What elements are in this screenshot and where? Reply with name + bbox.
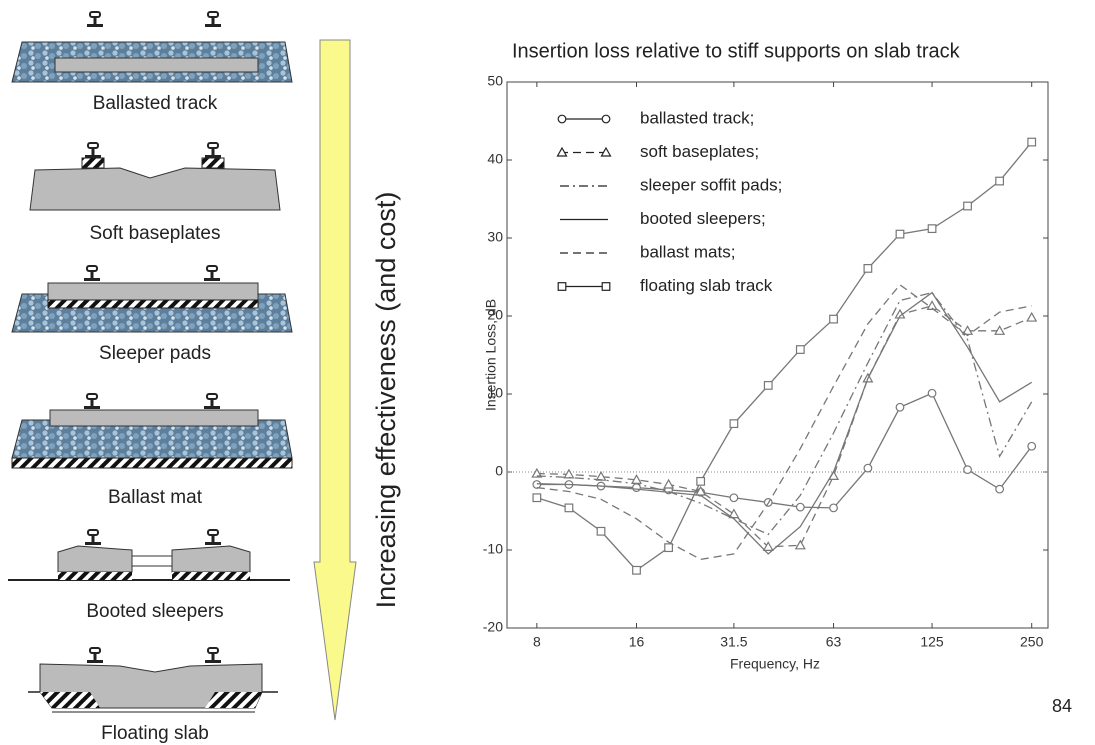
marker <box>697 478 705 486</box>
marker <box>964 466 972 474</box>
marker <box>864 265 872 273</box>
effectiveness-arrow <box>314 40 356 720</box>
legend-label: ballasted track; <box>640 108 754 127</box>
ballasted-track-figure <box>12 12 292 82</box>
track-label: Floating slab <box>101 723 209 744</box>
legend-label: floating slab track <box>640 276 773 295</box>
page: {"track_types": ["Ballasted track", "Sof… <box>0 0 1095 745</box>
track-label: Booted sleepers <box>86 601 223 622</box>
booted-sleepers-figure <box>8 530 290 580</box>
x-tick-label: 8 <box>533 634 541 650</box>
marker <box>565 504 573 512</box>
marker <box>996 485 1004 493</box>
marker <box>533 494 541 502</box>
slide: Ballasted track Soft baseplates Sleeper … <box>0 0 1095 745</box>
marker <box>830 315 838 323</box>
marker <box>797 346 805 354</box>
marker <box>796 541 805 549</box>
marker <box>558 115 566 123</box>
sleeper-pads-figure <box>12 266 292 332</box>
marker <box>964 202 972 210</box>
y-tick-label: 20 <box>487 307 503 323</box>
marker <box>764 382 772 390</box>
marker <box>730 420 738 428</box>
marker <box>797 503 805 511</box>
marker <box>730 494 738 502</box>
x-tick-label: 63 <box>826 634 842 650</box>
x-tick-label: 250 <box>1020 634 1044 650</box>
series-line <box>537 393 1032 508</box>
x-tick-label: 125 <box>920 634 944 650</box>
y-tick-label: 50 <box>487 73 503 89</box>
chart-title: Insertion loss relative to stiff support… <box>512 40 961 62</box>
series-line <box>537 293 1032 535</box>
marker <box>664 480 673 488</box>
legend-label: sleeper soffit pads; <box>640 175 782 194</box>
marker <box>830 504 838 512</box>
marker <box>558 283 566 291</box>
y-tick-label: 0 <box>495 463 503 479</box>
page-number: 84 <box>1052 696 1072 716</box>
track-label: Ballast mat <box>108 487 203 508</box>
marker <box>996 177 1004 185</box>
x-tick-label: 16 <box>629 634 645 650</box>
marker <box>896 403 904 411</box>
floating-slab-figure <box>28 648 278 712</box>
series-line <box>537 306 1032 547</box>
arrow-label: Increasing effectiveness (and cost) <box>371 192 401 609</box>
track-label: Soft baseplates <box>90 223 221 244</box>
y-tick-label: -20 <box>483 619 503 635</box>
track-label: Sleeper pads <box>99 343 211 364</box>
x-axis-label: Frequency, Hz <box>730 656 820 672</box>
marker <box>602 115 610 123</box>
marker <box>597 527 605 535</box>
legend-label: booted sleepers; <box>640 209 766 228</box>
legend-label: ballast mats; <box>640 242 735 261</box>
marker <box>864 464 872 472</box>
marker <box>1027 313 1036 321</box>
marker <box>1028 138 1036 146</box>
marker <box>533 481 541 489</box>
soft-baseplates-figure <box>30 143 280 210</box>
marker <box>1028 442 1036 450</box>
marker <box>602 283 610 291</box>
series-line <box>537 285 1032 560</box>
y-tick-label: 10 <box>487 385 503 401</box>
marker <box>928 389 936 397</box>
series-line <box>537 142 1032 570</box>
legend-label: soft baseplates; <box>640 142 759 161</box>
x-tick-label: 31.5 <box>720 634 747 650</box>
track-label: Ballasted track <box>93 93 218 114</box>
marker <box>633 566 641 574</box>
ballast-mat-figure <box>12 394 292 468</box>
y-tick-label: 40 <box>487 151 503 167</box>
y-tick-label: -10 <box>483 541 503 557</box>
marker <box>928 225 936 233</box>
marker <box>896 230 904 238</box>
marker <box>665 544 673 552</box>
y-tick-label: 30 <box>487 229 503 245</box>
